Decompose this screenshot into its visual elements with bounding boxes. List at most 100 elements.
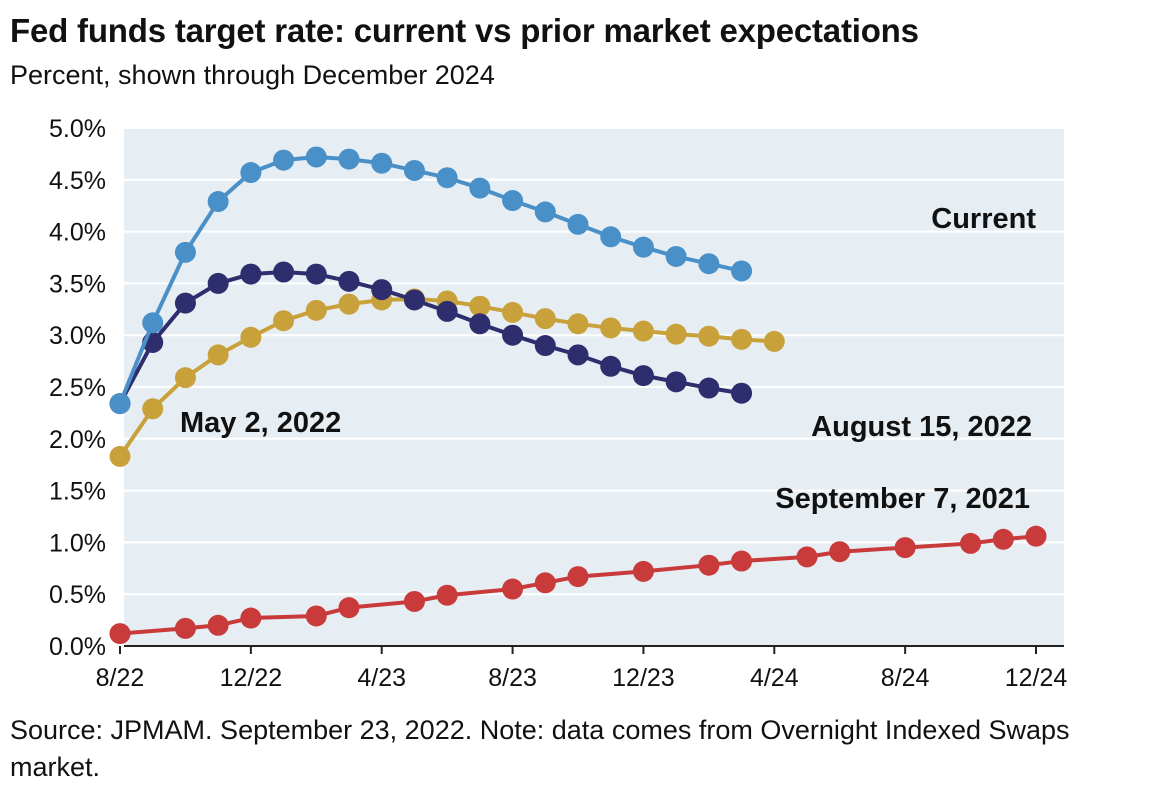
data-point (273, 149, 295, 171)
data-point (534, 335, 556, 357)
data-point (567, 566, 589, 588)
series-label: Current (931, 203, 1036, 235)
data-point (371, 152, 393, 174)
data-point (567, 213, 589, 235)
data-point (567, 344, 589, 366)
y-tick-label: 3.5% (49, 270, 106, 298)
data-point (240, 263, 262, 285)
source-note: Source: JPMAM. September 23, 2022. Note:… (10, 715, 1070, 782)
x-tick-label: 8/24 (881, 664, 930, 692)
data-point (665, 245, 687, 267)
data-point (665, 371, 687, 393)
series-labels: Current May 2, 2022 August 15, 2022 Septemb… (180, 203, 1036, 515)
chart-subtitle: Percent, shown through December 2024 (10, 60, 495, 90)
data-point (502, 578, 524, 600)
data-point (731, 328, 753, 350)
data-point (469, 313, 491, 335)
data-point (338, 293, 360, 315)
data-point (698, 554, 720, 576)
series-label: May 2, 2022 (180, 407, 341, 439)
y-tick-label: 3.0% (49, 322, 106, 350)
data-point (731, 382, 753, 404)
data-point (1025, 525, 1047, 547)
y-tick-label: 4.5% (49, 167, 106, 195)
data-point (273, 310, 295, 332)
data-point (632, 560, 654, 582)
data-point (698, 325, 720, 347)
data-point (796, 546, 818, 568)
data-point (436, 584, 458, 606)
data-point (763, 330, 785, 352)
x-axis-ticks: 8/22 12/22 4/23 8/23 12/23 4/24 8/24 12/24 (96, 646, 1068, 692)
data-point (305, 263, 327, 285)
y-tick-label: 2.0% (49, 426, 106, 454)
data-point (436, 300, 458, 322)
data-point (534, 572, 556, 594)
y-tick-label: 1.0% (49, 529, 106, 557)
data-point (240, 607, 262, 629)
y-tick-label: 0.0% (49, 633, 106, 661)
data-point (174, 617, 196, 639)
x-tick-label: 12/24 (1005, 664, 1068, 692)
data-point (600, 317, 622, 339)
data-point (174, 241, 196, 263)
data-point (403, 590, 425, 612)
data-point (894, 537, 916, 559)
data-point (109, 623, 131, 645)
data-point (600, 355, 622, 377)
data-point (632, 320, 654, 342)
series-3 (109, 146, 753, 415)
data-point (534, 308, 556, 330)
data-point (665, 323, 687, 345)
data-point (338, 270, 360, 292)
data-point (371, 279, 393, 301)
data-point (338, 148, 360, 170)
data-point (109, 393, 131, 415)
data-point (305, 146, 327, 168)
data-point (174, 367, 196, 389)
data-point (207, 272, 229, 294)
data-point (436, 167, 458, 189)
data-point (240, 326, 262, 348)
y-tick-label: 4.0% (49, 219, 106, 247)
x-tick-label: 12/22 (220, 664, 283, 692)
y-axis-ticks: 0.0% 0.5% 1.0% 1.5% 2.0% 2.5% 3.0% 3.5% 4.0% 4.5%… (49, 115, 106, 661)
x-tick-label: 4/24 (750, 664, 799, 692)
data-point (534, 201, 556, 223)
data-point (829, 541, 851, 563)
data-point (273, 261, 295, 283)
series-2 (109, 261, 753, 415)
data-point (600, 226, 622, 248)
chart-title: Fed funds target rate: current vs prior … (10, 12, 919, 49)
data-point (207, 614, 229, 636)
y-tick-label: 0.5% (49, 581, 106, 609)
data-point (632, 236, 654, 258)
data-point (731, 260, 753, 282)
data-point (469, 295, 491, 317)
data-point (305, 299, 327, 321)
x-tick-label: 4/23 (357, 664, 406, 692)
series-label: September 7, 2021 (775, 483, 1030, 515)
data-point (142, 312, 164, 334)
data-point (731, 550, 753, 572)
data-point (992, 528, 1014, 550)
data-point (502, 324, 524, 346)
y-tick-label: 5.0% (49, 115, 106, 143)
data-point (207, 344, 229, 366)
data-point (403, 159, 425, 181)
data-point (142, 398, 164, 420)
data-point (469, 177, 491, 199)
data-point (502, 301, 524, 323)
x-tick-label: 8/23 (488, 664, 537, 692)
x-tick-label: 12/23 (612, 664, 675, 692)
series-0 (109, 525, 1047, 645)
y-tick-label: 1.5% (49, 478, 106, 506)
data-point (960, 532, 982, 554)
series-group (109, 146, 1047, 645)
data-point (698, 377, 720, 399)
data-point (240, 162, 262, 184)
x-tick-label: 8/22 (96, 664, 145, 692)
data-point (698, 253, 720, 275)
data-point (109, 445, 131, 467)
